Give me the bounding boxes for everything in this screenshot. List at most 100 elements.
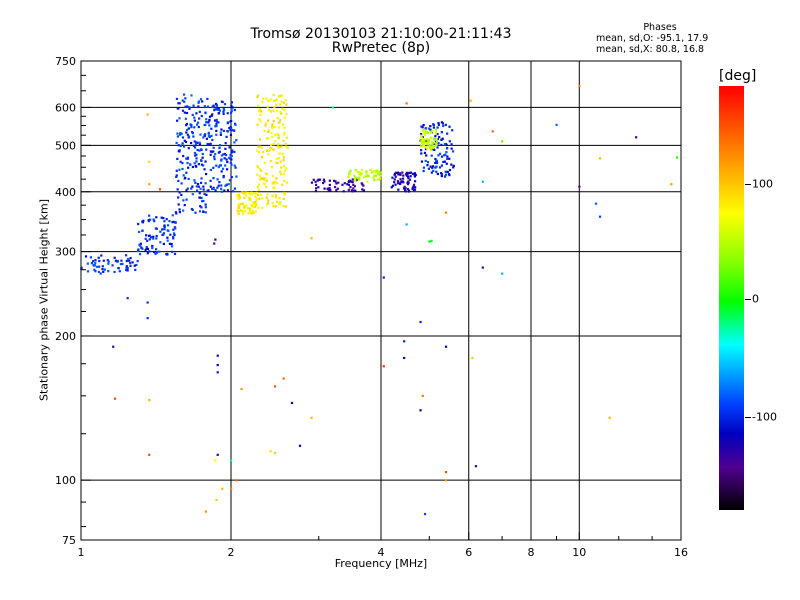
data-point — [119, 262, 122, 266]
data-point — [237, 194, 241, 197]
data-point — [273, 99, 276, 102]
data-point — [216, 453, 219, 456]
data-point — [406, 188, 410, 191]
data-point — [555, 123, 558, 126]
data-point — [225, 183, 228, 186]
data-point — [219, 133, 222, 136]
data-point — [423, 133, 427, 136]
data-point — [283, 193, 286, 196]
data-point — [362, 189, 366, 192]
data-point — [346, 183, 349, 186]
data-point — [432, 123, 435, 127]
data-point — [191, 185, 194, 188]
data-point — [379, 171, 382, 174]
data-point — [420, 141, 423, 144]
data-point — [421, 129, 424, 132]
data-point — [230, 154, 233, 158]
data-point — [322, 178, 326, 181]
data-point — [432, 169, 435, 173]
data-point — [276, 109, 279, 112]
data-point — [163, 220, 166, 223]
data-point — [177, 179, 180, 183]
data-point — [342, 190, 345, 193]
data-point — [250, 204, 253, 208]
data-point — [214, 238, 217, 241]
x-tick-label: 10 — [572, 546, 586, 559]
data-point — [443, 160, 447, 163]
data-point — [208, 118, 211, 121]
colorbar-tick — [745, 299, 751, 300]
data-point — [230, 109, 233, 113]
data-point — [187, 147, 190, 150]
data-point — [182, 154, 185, 158]
data-point — [204, 123, 207, 126]
data-point — [269, 98, 272, 101]
data-point — [271, 126, 274, 129]
data-point — [185, 122, 189, 126]
data-point — [86, 262, 89, 265]
data-point — [180, 193, 183, 197]
data-point — [98, 259, 101, 263]
data-point — [358, 173, 361, 176]
data-point — [107, 270, 110, 273]
data-point — [202, 164, 205, 167]
data-point — [420, 149, 423, 152]
data-point — [429, 130, 433, 133]
data-point — [90, 262, 94, 265]
data-point — [271, 174, 274, 178]
data-point — [185, 189, 188, 192]
data-point — [94, 270, 97, 273]
data-point — [446, 155, 449, 158]
data-point — [198, 196, 201, 199]
data-point — [98, 265, 101, 268]
data-point — [198, 192, 201, 195]
data-point — [258, 168, 262, 171]
data-point — [97, 256, 100, 259]
data-point — [281, 183, 284, 186]
data-point — [205, 193, 208, 197]
data-point — [220, 170, 223, 173]
data-point — [212, 150, 215, 153]
data-point — [204, 160, 207, 163]
data-point — [272, 148, 275, 151]
data-point — [136, 249, 140, 253]
data-point — [413, 172, 417, 175]
data-point — [261, 177, 264, 180]
data-point — [426, 161, 430, 164]
data-point — [425, 145, 428, 149]
data-point — [244, 191, 247, 194]
data-point — [148, 453, 151, 456]
data-point — [208, 124, 211, 127]
data-point — [413, 175, 417, 178]
data-point — [126, 257, 130, 261]
data-point — [220, 128, 223, 131]
data-point — [327, 189, 330, 192]
data-point — [435, 170, 438, 173]
data-point — [257, 193, 260, 197]
data-point — [393, 181, 396, 184]
data-point — [138, 253, 142, 256]
data-point — [267, 153, 270, 156]
data-point — [220, 184, 223, 187]
y-tick-label: 500 — [55, 139, 76, 152]
data-point — [219, 131, 222, 134]
data-point — [281, 107, 284, 110]
data-point — [424, 138, 428, 141]
data-point — [280, 145, 283, 148]
data-point — [436, 126, 439, 129]
data-point — [231, 106, 234, 109]
data-point — [267, 199, 270, 202]
data-point — [393, 178, 396, 181]
data-point — [212, 176, 215, 180]
data-point — [272, 186, 275, 189]
data-point — [402, 187, 406, 190]
data-point — [437, 122, 440, 125]
data-point — [353, 177, 356, 180]
data-point — [278, 202, 281, 206]
data-point — [102, 259, 105, 262]
data-point — [446, 132, 449, 135]
data-point — [237, 202, 241, 206]
data-point — [136, 260, 139, 263]
data-point — [215, 129, 218, 133]
data-point — [159, 230, 162, 233]
